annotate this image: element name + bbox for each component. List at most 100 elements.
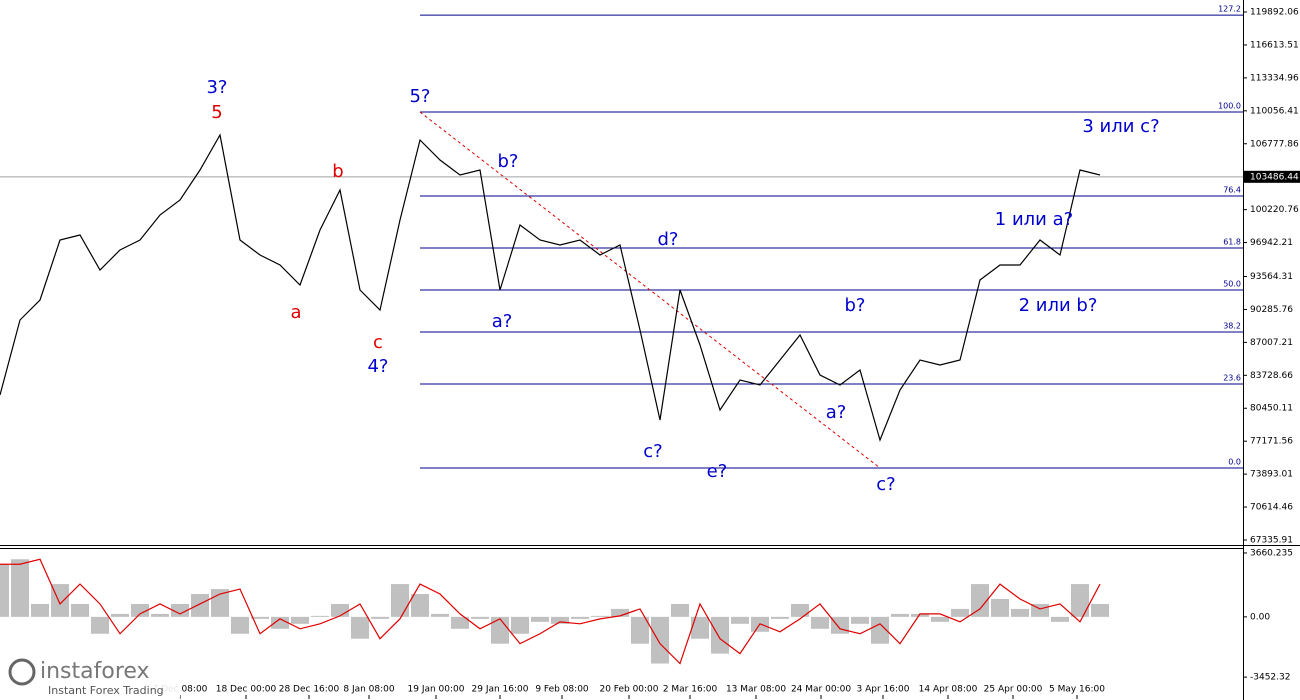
oscillator-bar [11, 559, 29, 617]
y-tick-label: 77171.56 [1250, 437, 1293, 447]
oscillator-bar [731, 616, 749, 624]
last-price-label: 103486.44 [1250, 172, 1299, 182]
oscillator-bar [471, 616, 489, 619]
oscillator-bar [1071, 584, 1089, 617]
oscillator-bar [171, 603, 189, 617]
oscillator-bar [1091, 603, 1109, 617]
fib-label: 23.6 [1223, 373, 1241, 382]
price-line [0, 133, 1101, 442]
oscillator-bar [231, 616, 249, 634]
logo-tagline: Instant Forex Trading [48, 684, 164, 697]
oscillator-bar [671, 603, 689, 617]
oscillator-bar [791, 603, 809, 617]
fib-label: 100.0 [1218, 102, 1241, 111]
y-tick-label: 93564.31 [1250, 272, 1293, 282]
oscillator-bar [811, 616, 829, 629]
oscillator-bar [831, 616, 849, 634]
oscillator-bar [691, 616, 709, 639]
x-tick-label: 24 Mar 00:00 [791, 685, 851, 695]
last-price-box [1244, 170, 1300, 183]
y-tick-label: 70614.46 [1250, 503, 1293, 513]
wave-label: 1 или a? [995, 209, 1073, 230]
oscillator-bar [91, 616, 109, 634]
wave-label: c? [876, 474, 895, 495]
oscillator-bar [951, 608, 969, 617]
x-tick-label: 14 Apr 08:00 [919, 685, 978, 695]
y-tick-label: 80450.11 [1250, 404, 1293, 414]
oscillator-bar [491, 616, 509, 644]
osc-y-tick-label: 0.00 [1250, 612, 1270, 622]
x-tick-label: 28 Dec 16:00 [279, 685, 340, 695]
oscillator-bar [611, 608, 629, 617]
fib-label: 61.8 [1223, 237, 1241, 246]
oscillator-bar [31, 603, 49, 617]
logo-name: instaforex [40, 659, 150, 684]
y-tick-label: 83728.66 [1250, 371, 1293, 381]
x-tick-label: 29 Jan 16:00 [472, 685, 529, 695]
oscillator-bar [151, 613, 169, 617]
oscillator-bar [51, 584, 69, 617]
oscillator-bar [411, 594, 429, 617]
osc-y-tick-label: 3660.235 [1250, 548, 1293, 558]
oscillator-bar [891, 613, 909, 617]
wave-label: 3 или c? [1082, 116, 1159, 137]
oscillator-bar [711, 616, 729, 654]
oscillator-bar [531, 616, 549, 622]
y-tick-label: 87007.21 [1250, 338, 1293, 348]
oscillator-bar [651, 616, 669, 664]
oscillator-bar [131, 603, 149, 617]
oscillator-bar [311, 615, 329, 617]
oscillator-bar [1051, 616, 1069, 622]
wave-label: 3? [206, 77, 227, 98]
y-tick-label: 67335.91 [1250, 535, 1293, 545]
x-tick-label: 19 Jan 00:00 [408, 685, 465, 695]
oscillator-bar [931, 616, 949, 622]
fib-trendline [419, 111, 881, 469]
y-tick-label: 106777.86 [1250, 139, 1299, 149]
x-tick-label: 18 Dec 00:00 [216, 685, 277, 695]
wave-label: 4? [367, 356, 388, 377]
oscillator-bar [111, 613, 129, 617]
oscillator-bar [851, 616, 869, 624]
oscillator-bar [551, 616, 569, 624]
x-tick-label: 9 Feb 08:00 [535, 685, 589, 695]
wave-label: 5? [409, 86, 430, 107]
osc-y-tick-label: -3452.32 [1250, 673, 1290, 683]
oscillator-bar [631, 616, 649, 644]
x-tick-label: 7 Dec 08:00 [153, 685, 208, 695]
x-tick-label: 5 May 16:00 [1049, 685, 1105, 695]
fib-label: 50.0 [1223, 280, 1241, 289]
oscillator-bar [271, 616, 289, 629]
oscillator-bar [1011, 608, 1029, 617]
oscillator-bar [431, 613, 449, 617]
fib-label: 0.0 [1228, 458, 1241, 467]
oscillator-bar [991, 598, 1009, 617]
oscillator-bar [331, 603, 349, 617]
y-tick-label: 119892.06 [1250, 8, 1299, 18]
x-tick-label: 2 Mar 16:00 [663, 685, 718, 695]
wave-label: c [373, 332, 383, 353]
oscillator-bar [971, 584, 989, 617]
y-tick-label: 73893.01 [1250, 470, 1293, 480]
x-tick-label: 3 Apr 16:00 [857, 685, 910, 695]
oscillator-bar [371, 616, 389, 619]
x-tick-label: 25 Apr 00:00 [984, 685, 1043, 695]
x-tick-label: 8 Jan 08:00 [343, 685, 395, 695]
y-tick-label: 90285.76 [1250, 305, 1293, 315]
oscillator-bar [571, 616, 589, 619]
fib-label: 76.4 [1223, 186, 1241, 195]
wave-label: e? [707, 461, 728, 482]
oscillator-bar [771, 616, 789, 619]
wave-label: b? [845, 295, 866, 316]
oscillator-bar [0, 564, 9, 617]
oscillator-bar [211, 589, 229, 617]
oscillator-bar [291, 616, 309, 624]
oscillator-bar [71, 603, 89, 617]
y-tick-label: 96942.21 [1250, 238, 1293, 248]
oscillator-bar [251, 616, 269, 619]
logo-icon [8, 658, 36, 686]
signal-line [0, 558, 1101, 665]
y-tick-label: 100220.76 [1250, 205, 1299, 215]
